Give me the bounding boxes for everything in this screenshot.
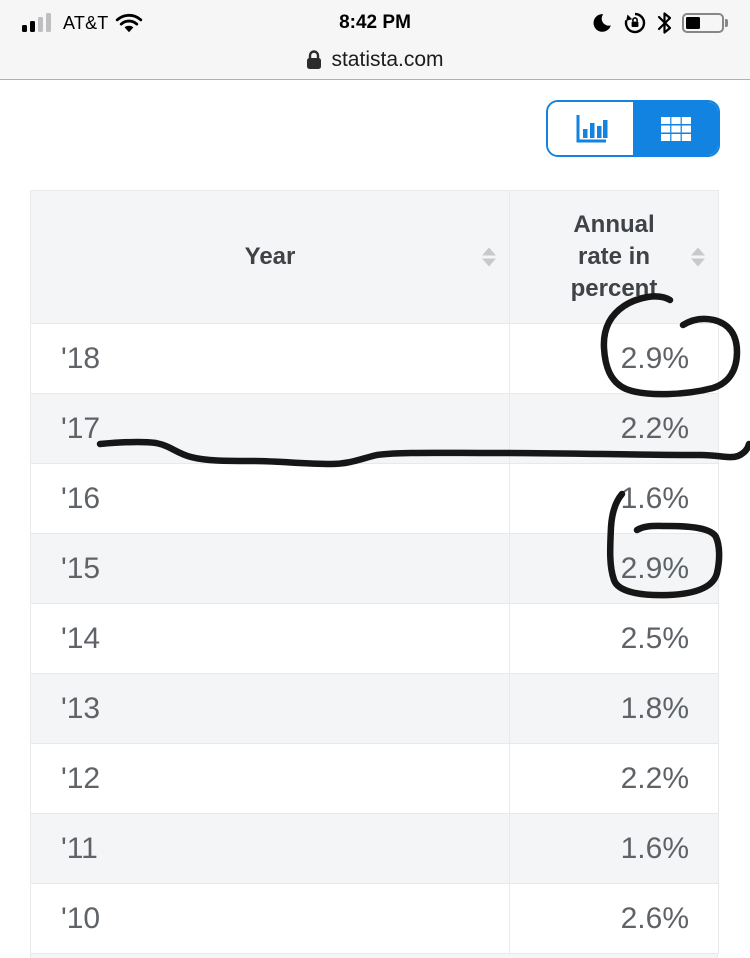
rate-cell: 1.8% — [509, 673, 719, 744]
chart-view-button[interactable] — [548, 102, 633, 155]
bluetooth-icon — [657, 12, 672, 34]
year-cell: '18 — [30, 323, 510, 394]
year-cell: '15 — [30, 533, 510, 604]
year-header-label: Year — [244, 243, 296, 270]
table-header-row: Year Annual rate in percent — [30, 190, 719, 324]
table-row: '15 2.9% — [30, 533, 719, 604]
rate-cell: 2.5% — [509, 603, 719, 674]
table-grid-icon — [660, 116, 691, 141]
url-domain: statista.com — [331, 47, 444, 71]
bar-chart-icon — [576, 114, 607, 142]
status-time: 8:42 PM — [339, 12, 411, 33]
year-cell: '12 — [30, 743, 510, 814]
orientation-lock-icon — [624, 12, 646, 34]
year-cell: '11 — [30, 813, 510, 884]
table-row: '17 2.2% — [30, 393, 719, 464]
table-row: '13 1.8% — [30, 673, 719, 744]
statistic-table: Year Annual rate in percent '18 2.9% '17 2.… — [30, 190, 719, 954]
table-row: '14 2.5% — [30, 603, 719, 674]
carrier-label: AT&T — [63, 12, 109, 33]
padlock-icon — [307, 50, 322, 69]
rate-cell: 2.9% — [509, 533, 719, 604]
table-row: '16 1.6% — [30, 463, 719, 534]
rate-cell: 2.9% — [509, 323, 719, 394]
rate-cell: 1.6% — [509, 813, 719, 884]
column-header-year[interactable]: Year — [30, 190, 510, 324]
year-cell: '16 — [30, 463, 510, 534]
year-cell: '10 — [30, 883, 510, 954]
ios-status-bar: AT&T 8:42 PM — [0, 0, 750, 40]
table-view-button[interactable] — [633, 102, 718, 155]
table-row: '12 2.2% — [30, 743, 719, 814]
table-row: '18 2.9% — [30, 323, 719, 394]
wifi-icon — [116, 13, 143, 32]
sort-arrows-icon — [482, 247, 496, 267]
safari-url-bar[interactable]: statista.com — [0, 40, 750, 79]
table-row: '10 2.6% — [30, 883, 719, 954]
next-row-partial — [30, 954, 718, 958]
statistic-table-wrap: Year Annual rate in percent '18 2.9% '17 2.… — [30, 190, 720, 958]
sort-arrows-icon — [691, 247, 705, 267]
table-row: '11 1.6% — [30, 813, 719, 884]
table-body: '18 2.9% '17 2.2% '16 1.6% '15 2.9% '14 2.5% '13 1.… — [30, 323, 719, 954]
year-cell: '13 — [30, 673, 510, 744]
rate-cell: 2.2% — [509, 393, 719, 464]
browser-chrome: AT&T 8:42 PM — [0, 0, 750, 80]
column-header-rate[interactable]: Annual rate in percent — [509, 190, 719, 324]
year-cell: '17 — [30, 393, 510, 464]
rate-cell: 2.6% — [509, 883, 719, 954]
rate-header-label: Annual rate in percent — [570, 211, 658, 302]
view-toggle — [546, 100, 720, 157]
year-cell: '14 — [30, 603, 510, 674]
moon-dnd-icon — [593, 14, 611, 32]
rate-cell: 2.2% — [509, 743, 719, 814]
battery-fill — [686, 17, 701, 29]
rate-cell: 1.6% — [509, 463, 719, 534]
cell-signal-icon — [22, 13, 51, 32]
battery-icon — [682, 13, 728, 33]
